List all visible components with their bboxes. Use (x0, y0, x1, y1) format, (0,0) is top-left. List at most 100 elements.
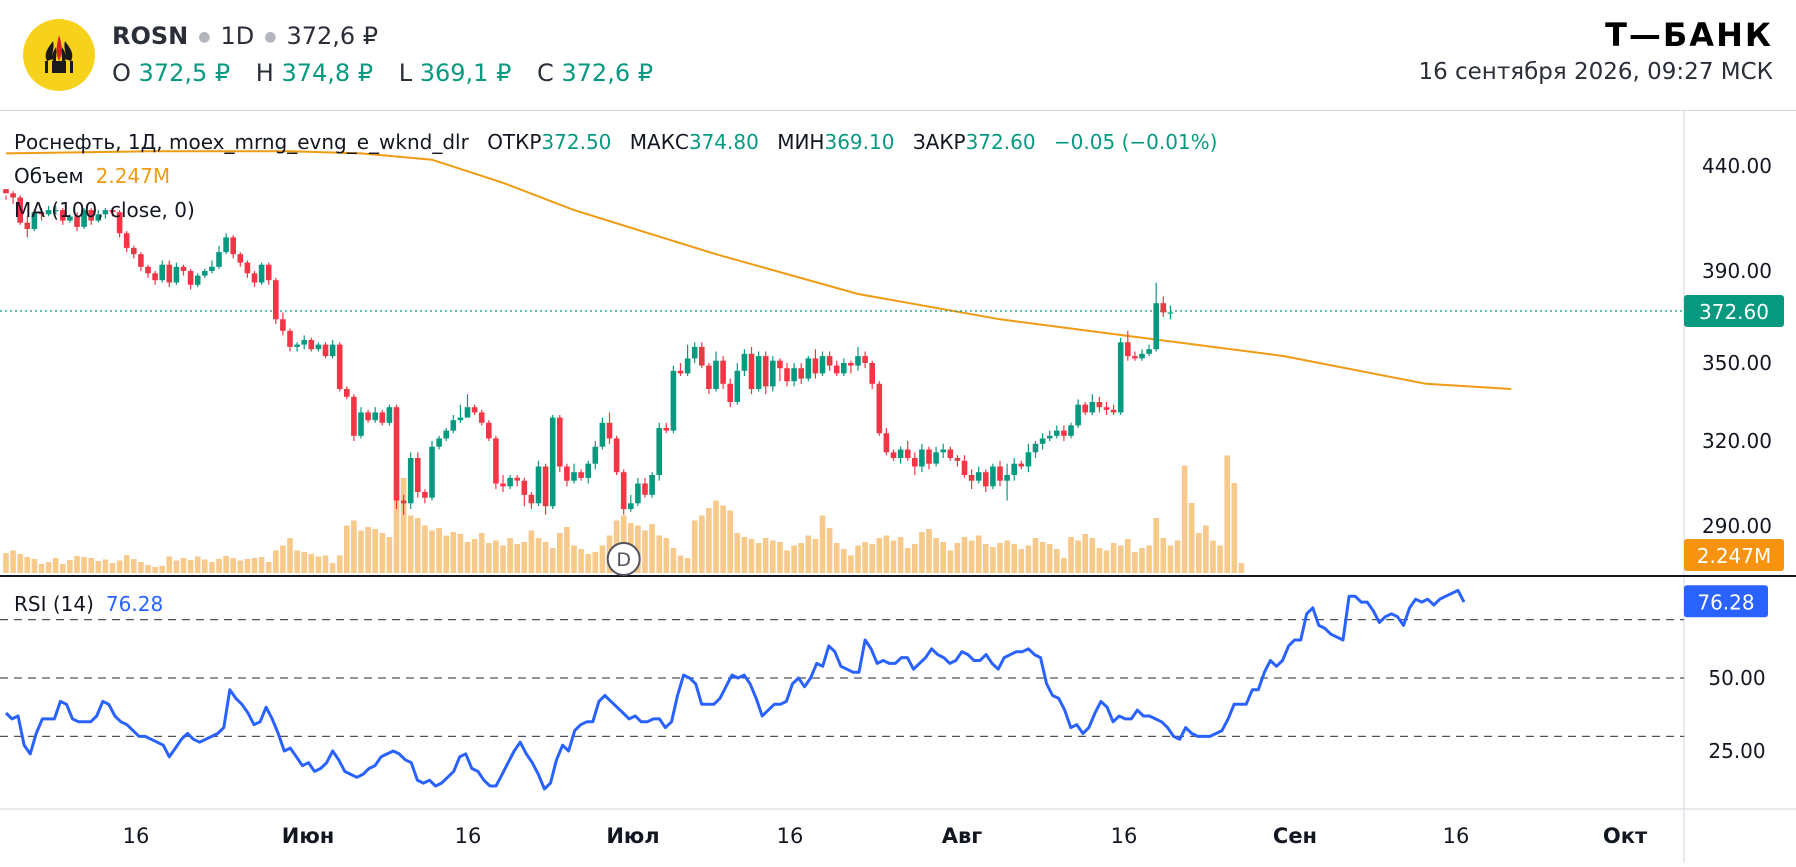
candle-body (3, 189, 9, 194)
ma-line (5, 150, 1512, 390)
volume-bar (187, 560, 194, 573)
candle-body (784, 368, 790, 382)
candle-body (10, 193, 16, 198)
volume-bar (493, 540, 499, 573)
change-value: −0.05 (−0.01%) (1053, 130, 1218, 154)
candle-body (663, 428, 670, 431)
volume-bar (17, 554, 23, 573)
separator-dot: ● (198, 29, 211, 45)
interval-label[interactable]: 1D (220, 22, 255, 50)
volume-bar (436, 528, 442, 573)
candle-body (1096, 402, 1103, 408)
volume-bar (1203, 525, 1209, 573)
candle-body (713, 360, 719, 389)
volume-bar (940, 542, 946, 573)
volume-bar (1153, 518, 1159, 573)
volume-bar (968, 540, 975, 573)
candle-body (1018, 463, 1025, 467)
candle-body (521, 480, 528, 495)
rosneft-logo-icon (45, 35, 73, 73)
volume-bar (805, 535, 812, 573)
candle-body (379, 412, 386, 423)
volume-bar (67, 560, 73, 573)
candle-body (145, 266, 151, 274)
volume-bar (301, 552, 307, 573)
candle-body (486, 422, 492, 439)
volume-bar (52, 558, 59, 573)
volume-bar (1181, 465, 1188, 573)
candle-body (123, 233, 130, 248)
volume-bar (954, 543, 961, 573)
price-tick-label: 390.00 (1702, 259, 1772, 283)
candle-body (202, 271, 208, 276)
volume-bar (407, 515, 414, 573)
volume-bar (975, 535, 982, 573)
volume-bar (684, 558, 691, 573)
volume-bar (535, 538, 542, 573)
volume-bar (876, 538, 883, 573)
rsi-legend: RSI (14) 76.28 (14, 592, 163, 616)
volume-bar (1160, 538, 1167, 573)
volume-bar (358, 530, 364, 573)
candle-body (748, 353, 755, 389)
volume-bar (663, 538, 670, 573)
candle-body (833, 365, 840, 374)
candle-body (1117, 342, 1124, 413)
candle-body (400, 500, 407, 504)
volume-bar (415, 518, 421, 573)
candle-body (947, 449, 954, 458)
volume-bar (131, 559, 137, 573)
rsi-tag-label: 76.28 (1697, 590, 1754, 614)
candle-body (557, 417, 563, 467)
candle-body (542, 466, 549, 507)
candle-body (294, 344, 300, 347)
volume-bar (457, 534, 464, 573)
volume-bar (450, 532, 457, 573)
candle-body (507, 477, 513, 487)
ohlc-key: O (112, 59, 131, 87)
candle-body (244, 262, 251, 274)
candle-body (585, 463, 591, 478)
volume-bar (308, 554, 315, 573)
candle-body (415, 458, 421, 492)
dividend-marker-label: D (616, 549, 631, 571)
ohlc-key: L (398, 59, 413, 87)
candle-body (138, 254, 144, 267)
chart-canvas[interactable]: D 440.00 390.00 350.00 320.00 290.00 372.60 2.2… (0, 111, 1796, 863)
volume-bar (1089, 538, 1096, 573)
candle-body (1032, 443, 1039, 453)
candle-body (457, 417, 464, 421)
volume-bar (116, 560, 123, 573)
candle-body (968, 475, 975, 481)
volume-bar (997, 543, 1003, 573)
volume-bar (31, 559, 38, 573)
candle-body (116, 212, 123, 234)
candle-body (478, 412, 485, 423)
volume-bar (1025, 545, 1032, 573)
candle-body (102, 210, 109, 215)
candle-body (1068, 425, 1074, 436)
volume-bar (926, 529, 932, 573)
candle-body (1153, 303, 1159, 350)
candle-body (358, 412, 364, 436)
volume-bar (585, 554, 591, 573)
volume-bar (578, 549, 584, 573)
candle-body (777, 360, 783, 369)
volume-tag-label: 2.247M (1697, 544, 1772, 568)
candle-body (24, 222, 31, 229)
volume-bar (10, 550, 16, 573)
volume-bar (152, 567, 158, 573)
candle-body (599, 422, 606, 447)
volume-bar (1196, 533, 1202, 573)
candle-body (635, 483, 641, 504)
candle-body (613, 438, 620, 473)
candle-body (691, 346, 698, 359)
volume-bar (45, 562, 52, 573)
time-tick-label: Авг (942, 824, 983, 848)
volume-bar (762, 538, 769, 573)
open-value: 372.50 (541, 130, 612, 154)
ticker-symbol[interactable]: ROSN (112, 22, 189, 50)
candle-body (734, 370, 741, 402)
open-label: ОТКР (487, 130, 542, 154)
chart-area[interactable]: D 440.00 390.00 350.00 320.00 290.00 372.60 2.2… (0, 110, 1796, 863)
